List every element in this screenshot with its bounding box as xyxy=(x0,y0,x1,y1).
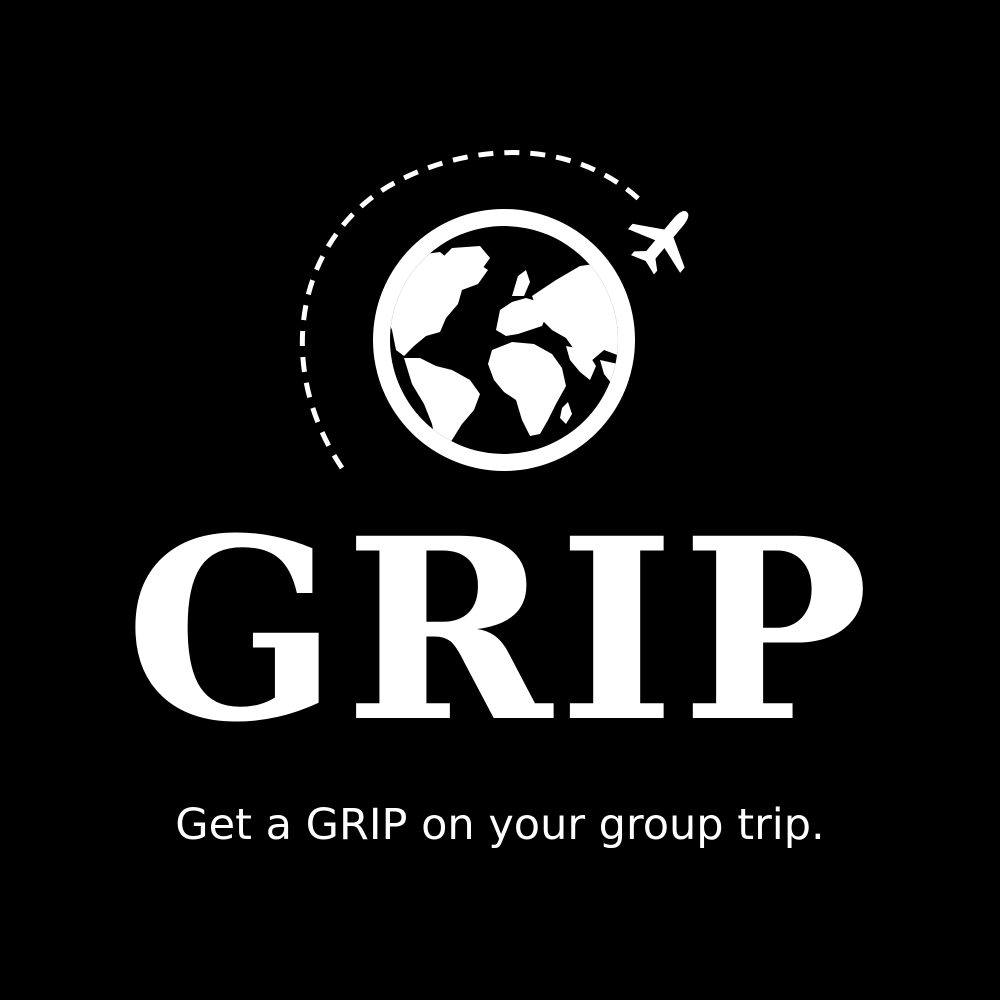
logo-mark xyxy=(300,150,689,471)
globe-icon xyxy=(373,209,635,471)
airplane-icon xyxy=(628,211,689,275)
dashed-flight-path xyxy=(300,150,647,470)
brand-name: GRIP xyxy=(124,483,876,777)
tagline: Get a GRIP on your group trip. xyxy=(175,800,825,850)
